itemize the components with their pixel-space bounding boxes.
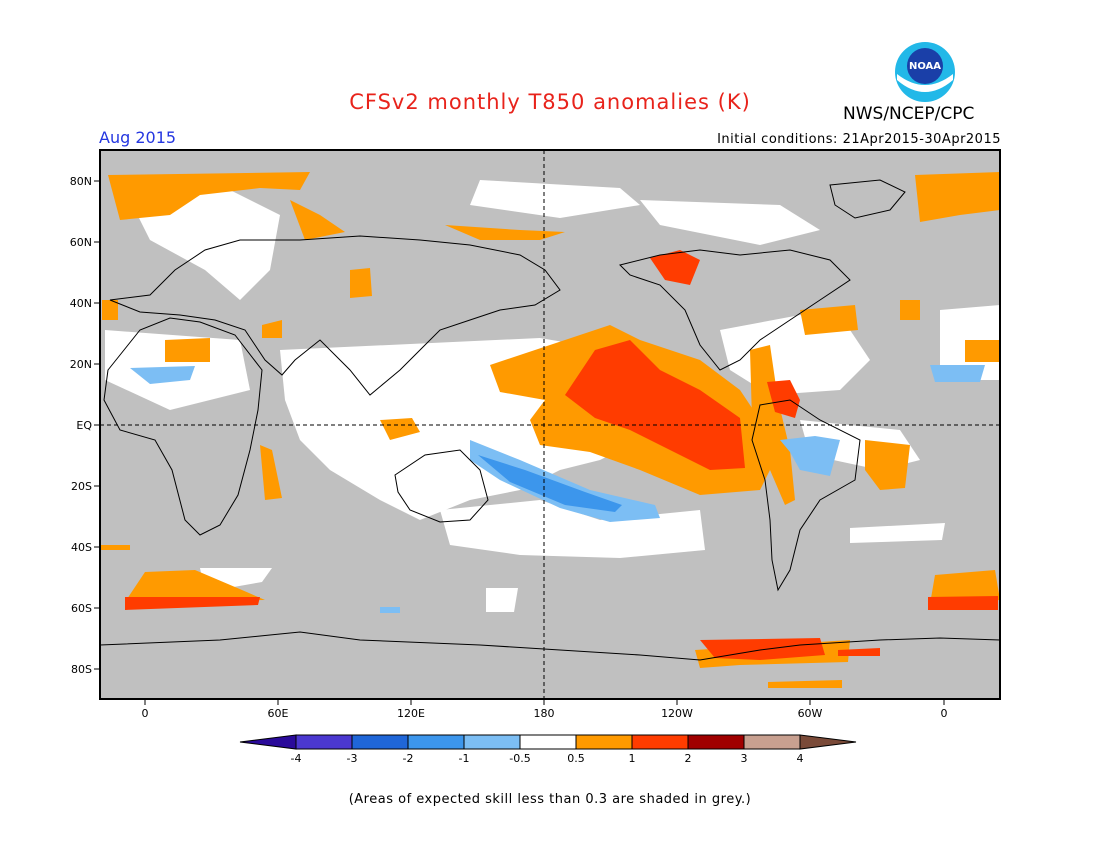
legend-label: -3	[347, 752, 358, 765]
noaa-logo: NOAA	[895, 42, 955, 102]
negative-anomaly-0.5-1	[130, 365, 985, 613]
legend-label: -2	[403, 752, 414, 765]
lat-tick-label: 40S	[71, 541, 92, 554]
legend-end-high	[799, 734, 857, 750]
coastlines	[100, 179, 1000, 661]
lon-axis: 0 60E 120E 180 120W 60W 0	[142, 699, 948, 720]
initial-conditions: Initial conditions: 21Apr2015-30Apr2015	[717, 132, 1001, 147]
legend-swatch	[743, 734, 801, 750]
map-field	[100, 150, 1000, 699]
lat-tick: 80S	[71, 663, 100, 676]
lon-tick: 120W	[661, 699, 693, 720]
legend-label: 0.5	[567, 752, 585, 765]
negative-anomaly-1-2	[478, 455, 622, 512]
legend-swatch	[575, 734, 633, 750]
legend-swatch	[519, 734, 577, 750]
legend-end-low	[239, 734, 297, 750]
lat-tick-label: EQ	[76, 419, 92, 432]
lat-tick: 40S	[71, 541, 100, 554]
lat-axis: 80N 60N 40N 20N EQ 20S 40S 60S 80S	[70, 175, 100, 676]
lon-tick-label: 120W	[661, 707, 693, 720]
lon-tick: 60E	[268, 699, 289, 720]
legend-label: 1	[629, 752, 636, 765]
lat-tick: 20N	[70, 358, 100, 371]
chart-title: CFSv2 monthly T850 anomalies (K)	[349, 90, 751, 114]
lon-tick: 120E	[397, 699, 425, 720]
lon-tick-label: 60W	[798, 707, 823, 720]
valid-month: Aug 2015	[99, 128, 177, 147]
legend-label: -4	[291, 752, 302, 765]
lon-tick: 0	[142, 699, 149, 720]
legend-label: -1	[459, 752, 470, 765]
legend-swatch	[351, 734, 409, 750]
lat-tick-label: 20N	[70, 358, 92, 371]
legend-swatch	[407, 734, 465, 750]
legend-swatch	[463, 734, 521, 750]
legend-swatch	[687, 734, 745, 750]
lat-tick: EQ	[76, 419, 100, 432]
lat-tick-label: 40N	[70, 297, 92, 310]
lon-tick-label: 120E	[397, 707, 425, 720]
lat-tick-label: 60S	[71, 602, 92, 615]
color-legend: -4 -3 -2 -1 -0.5 0.5 1 2 3 4	[239, 734, 857, 765]
lon-tick-label: 0	[142, 707, 149, 720]
legend-label: 2	[685, 752, 692, 765]
lat-tick-label: 80N	[70, 175, 92, 188]
legend-swatch	[295, 734, 353, 750]
lat-tick-label: 80S	[71, 663, 92, 676]
lon-tick-label: 60E	[268, 707, 289, 720]
lon-tick: 60W	[798, 699, 823, 720]
lat-tick-label: 20S	[71, 480, 92, 493]
legend-swatch	[631, 734, 689, 750]
legend-label: 3	[741, 752, 748, 765]
lon-tick: 180	[534, 699, 555, 720]
lon-tick-label: 0	[941, 707, 948, 720]
lat-tick: 20S	[71, 480, 100, 493]
legend-label: -0.5	[509, 752, 530, 765]
lon-tick: 0	[941, 699, 948, 720]
lon-tick-label: 180	[534, 707, 555, 720]
lat-tick: 60S	[71, 602, 100, 615]
lat-tick: 80N	[70, 175, 100, 188]
lat-tick: 60N	[70, 236, 100, 249]
legend-label: 4	[797, 752, 804, 765]
agency-label: NWS/NCEP/CPC	[843, 104, 975, 124]
lat-tick-label: 60N	[70, 236, 92, 249]
skill-footnote: (Areas of expected skill less than 0.3 a…	[348, 792, 752, 807]
lat-tick: 40N	[70, 297, 100, 310]
svg-text:NOAA: NOAA	[909, 61, 941, 72]
